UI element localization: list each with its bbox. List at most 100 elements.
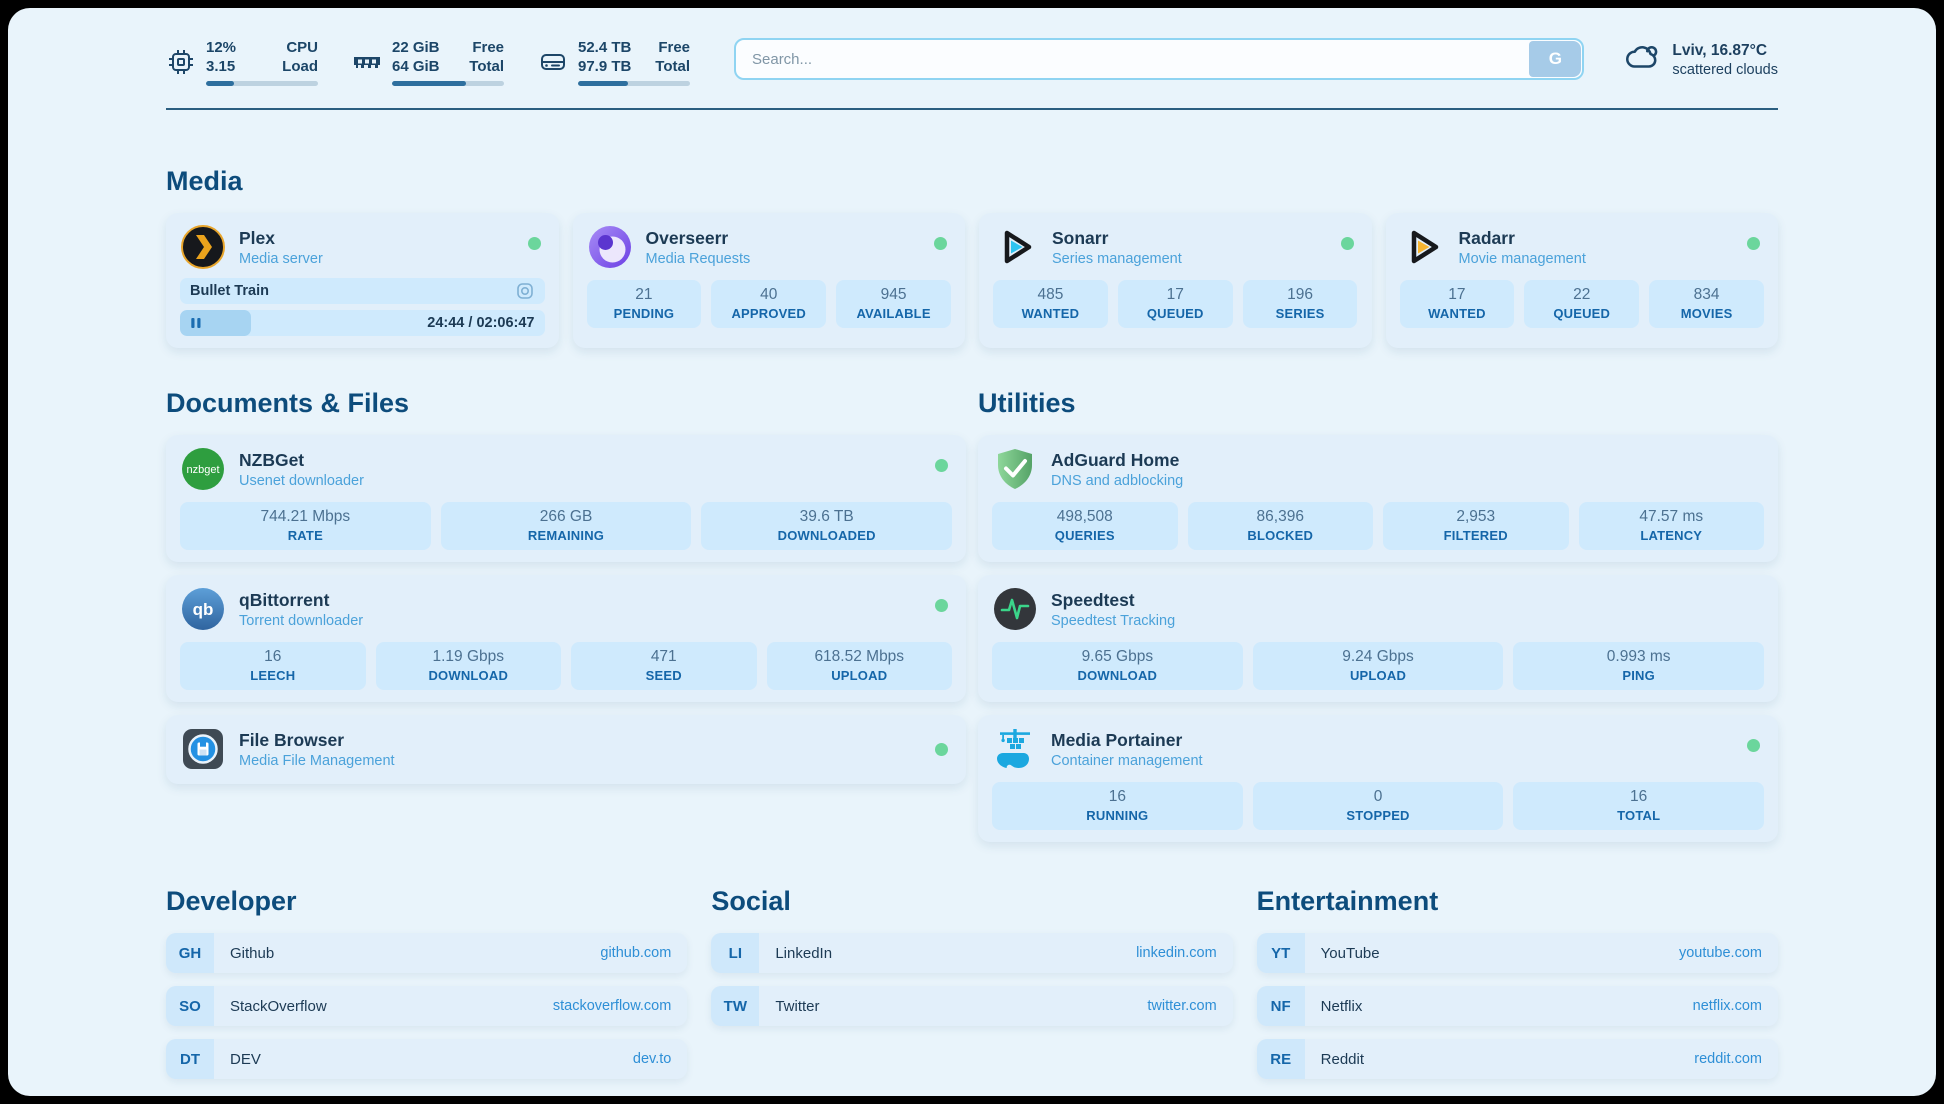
stat-value: 618.52 Mbps (814, 648, 905, 665)
app-card-adguard[interactable]: AdGuard Home DNS and adblocking 498,508 QUE… (978, 435, 1778, 562)
stat-stopped: 0 STOPPED (1252, 782, 1504, 830)
app-subtitle: Series management (1052, 250, 1182, 267)
media-cards-grid: Plex Media server Bullet Train 24:44 / 02:0… (166, 213, 1778, 348)
bookmark-youtube[interactable]: YT YouTube youtube.com (1256, 933, 1778, 973)
stat-label: LEECH (250, 668, 296, 683)
app-stats-row: 744.21 Mbps RATE 266 GB REMAINING 39.6 TB DOW… (180, 502, 953, 550)
section-documents: Documents & Files nzbget NZBGet Usenet dow… (166, 388, 966, 842)
sonarr-icon (993, 224, 1039, 270)
stat-value: 834 (1693, 286, 1720, 303)
app-card-header: Radarr Movie management (1400, 224, 1765, 270)
search-engine-button[interactable]: G (1529, 41, 1582, 77)
app-title: AdGuard Home (1051, 449, 1180, 470)
bookmark-netflix[interactable]: NF Netflix netflix.com (1256, 986, 1778, 1026)
camera-icon[interactable] (515, 281, 535, 301)
qbittorrent-icon: qb (180, 586, 226, 632)
stat-movies: 834 MOVIES (1649, 280, 1764, 328)
app-card-speedtest[interactable]: Speedtest Speedtest Tracking 9.65 Gbps DOWN… (978, 575, 1778, 702)
stat-upload: 618.52 Mbps UPLOAD (766, 642, 952, 690)
stat-upload: 9.24 Gbps UPLOAD (1252, 642, 1504, 690)
playback-progress-bar[interactable]: 24:44 / 02:06:47 (180, 310, 545, 336)
search-bar: G (734, 38, 1585, 80)
now-playing-title: Bullet Train (190, 283, 269, 299)
app-subtitle: Media File Management (239, 752, 395, 769)
stat-value: 47.57 ms (1639, 508, 1704, 525)
stat-seed: 471 SEED (571, 642, 757, 690)
bookmark-reddit[interactable]: RE Reddit reddit.com (1256, 1039, 1778, 1079)
stat-wanted: 17 WANTED (1399, 280, 1515, 328)
bookmark-stackoverflow[interactable]: SO StackOverflow stackoverflow.com (166, 986, 688, 1026)
cpu-stat: 12% 3.15 CPU Load (166, 38, 318, 86)
app-stats-row: 485 WANTED 17 QUEUED 196 SERIES (993, 280, 1358, 328)
bookmark-github[interactable]: GH Github github.com (166, 933, 688, 973)
app-card-nzbget[interactable]: nzbget NZBGet Usenet downloader 744.21 Mbps… (166, 435, 966, 562)
top-bar: 12% 3.15 CPU Load 22 GiB 64 GiB Free Total (166, 38, 1778, 86)
svg-text:qb: qb (193, 600, 214, 619)
stat-value: 17 (1448, 286, 1466, 303)
bookmark-twitter[interactable]: TW Twitter twitter.com (711, 986, 1233, 1026)
stat-value: 0.993 ms (1606, 648, 1671, 665)
online-status-dot (935, 742, 948, 756)
bookmark-dev[interactable]: DT DEV dev.to (166, 1039, 688, 1079)
app-card-titles: qBittorrent Torrent downloader (239, 590, 363, 629)
filebrowser-icon (180, 726, 226, 772)
stat-value: 21 (635, 286, 653, 303)
bookmark-url: netflix.com (1692, 998, 1762, 1014)
stat-value: 1.19 Gbps (432, 648, 505, 665)
app-card-qbittorrent[interactable]: qb qBittorrent Torrent downloader 16 LEECH 1.… (166, 575, 966, 702)
bookmark-name: Github (230, 944, 275, 962)
stat-wanted: 485 WANTED (993, 280, 1108, 328)
app-card-filebrowser[interactable]: File Browser Media File Management (166, 715, 966, 784)
app-title: Speedtest (1051, 589, 1135, 610)
bookmark-group-entertainment: Entertainment YT YouTube youtube.com NF Netfl… (1256, 886, 1778, 1092)
search-input[interactable] (734, 38, 1585, 80)
app-card-header: nzbget NZBGet Usenet downloader (180, 446, 952, 492)
bookmark-url: twitter.com (1147, 998, 1217, 1014)
stat-label: REMAINING (527, 528, 605, 543)
app-card-header: Media Portainer Container management (992, 726, 1764, 772)
stat-value: 945 (880, 286, 907, 303)
app-card-radarr[interactable]: Radarr Movie management 17 WANTED 22 QUEUED 83… (1385, 213, 1778, 348)
app-stats-row: 498,508 QUERIES 86,396 BLOCKED 2,953 FILTERED… (992, 502, 1764, 550)
disk-free-label: Free (658, 39, 690, 56)
app-card-plex[interactable]: Plex Media server Bullet Train 24:44 / 02:0… (166, 213, 559, 348)
bookmark-group-social: Social LI LinkedIn linkedin.com TW Twitter twi… (711, 886, 1233, 1092)
app-card-sonarr[interactable]: Sonarr Series management 485 WANTED 17 QUEUED… (979, 213, 1372, 348)
app-subtitle: Movie management (1458, 250, 1586, 267)
stat-label: RATE (287, 528, 323, 543)
app-title: Plex (239, 227, 275, 248)
stat-label: DOWNLOAD (1077, 668, 1158, 683)
stat-queries: 498,508 QUERIES (992, 502, 1178, 550)
stat-latency: 47.57 ms LATENCY (1578, 502, 1764, 550)
bookmark-abbr-badge: GH (166, 933, 214, 973)
pause-icon[interactable] (189, 316, 203, 335)
app-subtitle: Container management (1051, 752, 1203, 769)
app-card-portainer[interactable]: Media Portainer Container management 16 RUN… (978, 715, 1778, 842)
section-title-entertainment: Entertainment (1256, 886, 1439, 916)
nzbget-icon: nzbget (180, 446, 226, 492)
app-subtitle: Usenet downloader (239, 472, 364, 489)
online-status-dot (1340, 237, 1354, 250)
overseerr-icon (587, 224, 633, 270)
bookmark-linkedin[interactable]: LI LinkedIn linkedin.com (711, 933, 1233, 973)
section-media: Media Plex Media server Bullet Train 24:44 … (166, 166, 1778, 348)
stat-approved: 40 APPROVED (711, 280, 827, 328)
now-playing-bar: Bullet Train (180, 278, 545, 304)
cloud-icon (1624, 38, 1662, 81)
stat-value: 471 (650, 648, 677, 665)
cpu-load-value: 3.15 (206, 58, 236, 75)
stat-value: 17 (1166, 286, 1184, 303)
system-stats: 12% 3.15 CPU Load 22 GiB 64 GiB Free Total (166, 38, 690, 86)
stat-value: 16 (264, 648, 282, 665)
stat-label: UPLOAD (831, 668, 888, 683)
bookmark-url: linkedin.com (1136, 945, 1217, 961)
app-card-header: AdGuard Home DNS and adblocking (992, 446, 1764, 492)
stat-label: WANTED (1021, 306, 1080, 321)
stat-filtered: 2,953 FILTERED (1383, 502, 1569, 550)
app-card-titles: Speedtest Speedtest Tracking (1051, 590, 1175, 629)
stat-label: FILTERED (1443, 528, 1508, 543)
stat-leech: 16 LEECH (180, 642, 366, 690)
app-card-overseerr[interactable]: Overseerr Media Requests 21 PENDING 40 APPROV… (572, 213, 965, 348)
dashboard: 12% 3.15 CPU Load 22 GiB 64 GiB Free Total (8, 8, 1936, 1096)
stat-value: 485 (1037, 286, 1064, 303)
